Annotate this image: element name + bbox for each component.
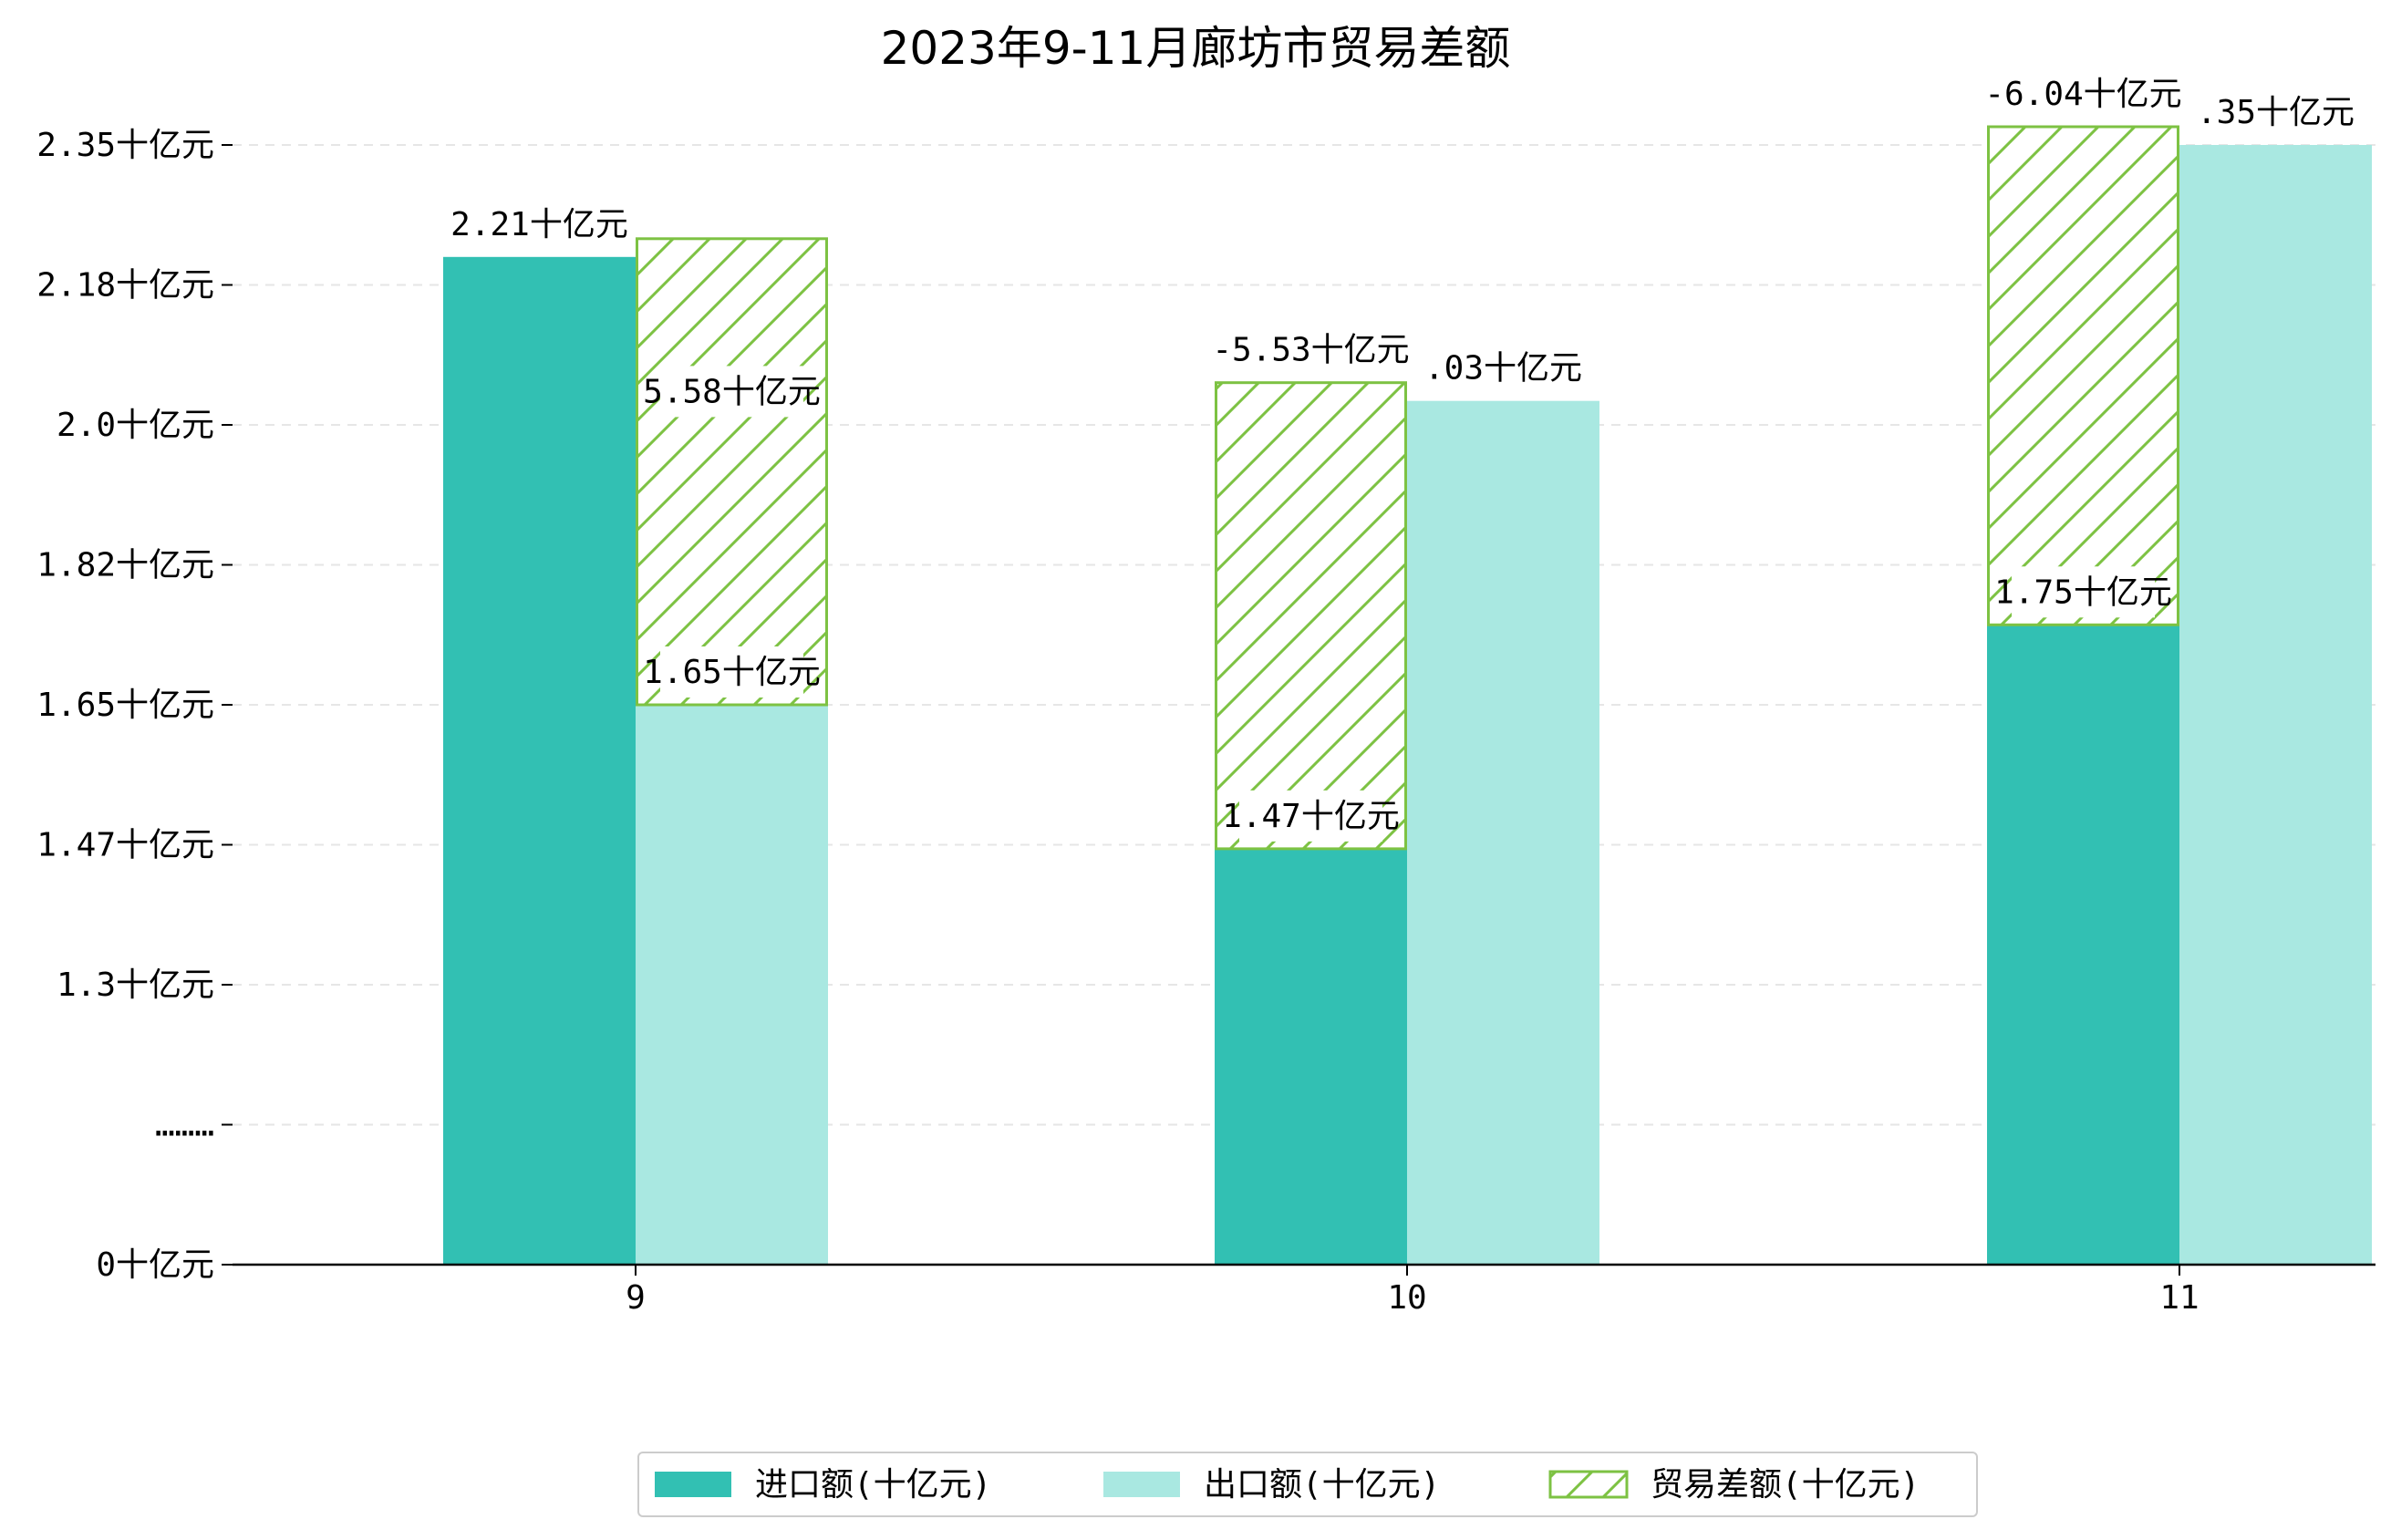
- data-label: .35十亿元: [2197, 94, 2355, 131]
- data-label-bg: [1239, 790, 1382, 842]
- y-tick-label: 1.65十亿元: [36, 687, 214, 724]
- data-label: -5.53十亿元: [1212, 332, 1409, 369]
- data-label-bg: [660, 646, 803, 698]
- bar-import: [1987, 625, 2179, 1265]
- data-labels: 2.21十亿元 1.65十亿元 5.58十亿元 1.47十亿元 .03十亿元 -5.53十…: [450, 68, 2355, 842]
- y-tick-label: 2.35十亿元: [36, 127, 214, 164]
- bar-export: [1407, 400, 1599, 1266]
- legend-swatch: [1103, 1472, 1180, 1497]
- data-label-bg: [660, 366, 803, 418]
- y-tick-label: 1.3十亿元: [57, 966, 214, 1004]
- data-label: -6.04十亿元: [1984, 76, 2181, 113]
- data-label: .03十亿元: [1424, 350, 1582, 388]
- data-label: 2.21十亿元: [450, 206, 628, 243]
- x-tick-label: 10: [1387, 1279, 1426, 1317]
- data-label: 1.65十亿元: [643, 654, 821, 691]
- legend: 进口额(十亿元) 出口额(十亿元) 贸易差额(十亿元): [637, 1452, 1978, 1517]
- data-label-bg: [2012, 566, 2155, 618]
- legend-box: [637, 1452, 1978, 1517]
- chart-title: 2023年9-11月廊坊市贸易差额: [881, 22, 1511, 75]
- y-tick-label: ………: [155, 1107, 214, 1144]
- bar-import: [443, 256, 636, 1265]
- y-tick-label: 1.82十亿元: [36, 547, 214, 584]
- bar-import: [1215, 848, 1407, 1265]
- data-label-bg: [2002, 68, 2165, 119]
- y-tick-label: 0十亿元: [96, 1246, 214, 1284]
- x-tick-label: 11: [2159, 1279, 2199, 1317]
- legend-swatch: [655, 1472, 731, 1497]
- y-tick-label: 2.0十亿元: [57, 407, 214, 444]
- data-label: 1.75十亿元: [1994, 574, 2172, 611]
- data-label: 1.47十亿元: [1222, 798, 1400, 835]
- bars: [443, 125, 2372, 1266]
- bar-export: [2179, 145, 2372, 1265]
- legend-label: 进口额(十亿元): [755, 1466, 991, 1504]
- legend-label: 出口额(十亿元): [1204, 1466, 1440, 1504]
- y-tick-label: 1.47十亿元: [36, 827, 214, 864]
- y-tick-label: 2.18十亿元: [36, 267, 214, 305]
- x-axis: 9 10 11: [233, 1263, 2375, 1317]
- x-tick-label: 9: [626, 1279, 646, 1317]
- bar-balance: [1215, 381, 1407, 851]
- bar-balance: [1987, 125, 2179, 626]
- legend-label: 贸易差额(十亿元): [1651, 1466, 1920, 1504]
- data-label-bg: [1229, 324, 1392, 376]
- legend-swatch: [1548, 1470, 1629, 1499]
- y-axis: 0十亿元 ……… 1.3十亿元 1.47十亿元 1.65十亿元 1.82十亿元 2.0十亿元…: [36, 127, 233, 1284]
- bar-balance: [636, 237, 828, 707]
- data-label: 5.58十亿元: [643, 373, 821, 410]
- bar-export: [636, 705, 828, 1265]
